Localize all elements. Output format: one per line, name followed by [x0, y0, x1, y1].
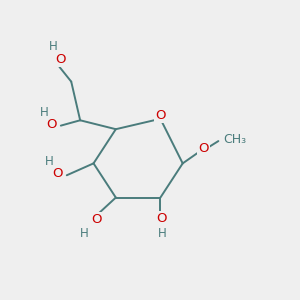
- Text: O: O: [155, 109, 166, 122]
- Text: H: H: [49, 40, 58, 53]
- Text: H: H: [40, 106, 48, 119]
- Text: CH₃: CH₃: [223, 133, 246, 146]
- Text: O: O: [198, 142, 209, 155]
- Text: O: O: [157, 212, 167, 225]
- Text: H: H: [158, 227, 166, 240]
- Text: O: O: [91, 213, 102, 226]
- Text: O: O: [52, 167, 63, 180]
- Text: O: O: [47, 118, 57, 131]
- Text: H: H: [45, 155, 53, 168]
- Text: H: H: [80, 227, 89, 240]
- Text: O: O: [56, 53, 66, 66]
